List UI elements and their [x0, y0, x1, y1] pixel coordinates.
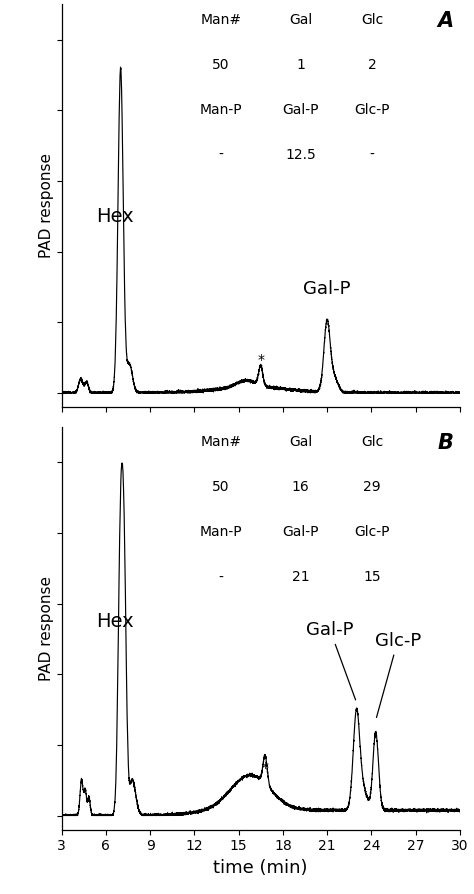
Text: -: - [370, 148, 374, 162]
Text: 50: 50 [212, 57, 229, 72]
Text: Man#: Man# [201, 435, 241, 449]
Text: 16: 16 [292, 480, 310, 494]
Text: 15: 15 [364, 570, 381, 585]
Text: Glc: Glc [361, 435, 383, 449]
Text: Gal-P: Gal-P [303, 280, 351, 298]
Text: Hex: Hex [96, 207, 134, 226]
Text: Glc-P: Glc-P [355, 103, 390, 117]
Text: Glc-P: Glc-P [355, 526, 390, 539]
Y-axis label: PAD response: PAD response [39, 153, 54, 258]
Text: 12.5: 12.5 [285, 148, 316, 162]
Text: Hex: Hex [96, 611, 134, 631]
Text: Gal-P: Gal-P [282, 103, 319, 117]
X-axis label: time (min): time (min) [213, 859, 308, 877]
Text: Man#: Man# [201, 13, 241, 27]
Text: *: * [262, 761, 269, 775]
Text: Gal-P: Gal-P [282, 526, 319, 539]
Text: Man-P: Man-P [200, 103, 242, 117]
Text: 1: 1 [296, 57, 305, 72]
Text: Gal: Gal [289, 435, 312, 449]
Text: A: A [438, 11, 454, 30]
Text: *: * [257, 353, 264, 367]
Text: 29: 29 [364, 480, 381, 494]
Text: -: - [219, 148, 223, 162]
Text: Gal: Gal [289, 13, 312, 27]
Text: -: - [219, 570, 223, 585]
Text: Man-P: Man-P [200, 526, 242, 539]
Text: 50: 50 [212, 480, 229, 494]
Text: 21: 21 [292, 570, 310, 585]
Y-axis label: PAD response: PAD response [39, 576, 54, 681]
Text: B: B [438, 434, 454, 453]
Text: Glc-P: Glc-P [375, 631, 421, 718]
Text: 2: 2 [368, 57, 376, 72]
Text: Gal-P: Gal-P [306, 621, 356, 700]
Text: Glc: Glc [361, 13, 383, 27]
